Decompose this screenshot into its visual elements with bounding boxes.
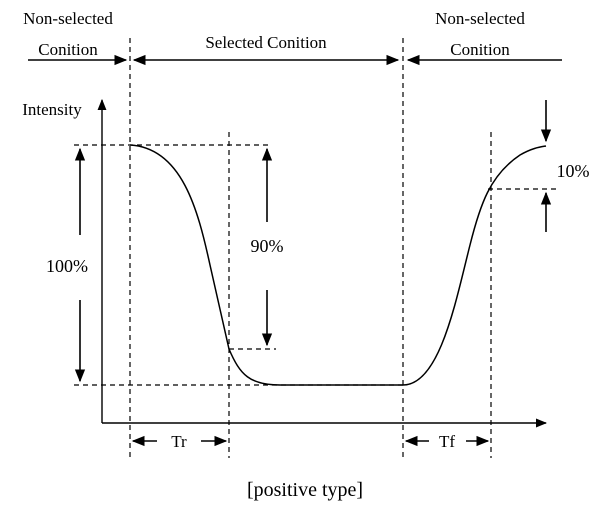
y-axis-label: Intensity xyxy=(22,100,82,119)
ten-percent-label: 10% xyxy=(557,161,590,181)
selected-condition-label: Selected Conition xyxy=(205,33,327,52)
non-selected-left-label-2: Conition xyxy=(38,40,98,59)
tr-label: Tr xyxy=(171,432,187,451)
ninety-percent-label: 90% xyxy=(251,236,284,256)
non-selected-right-label-2: Conition xyxy=(450,40,510,59)
tf-label: Tf xyxy=(439,432,455,451)
non-selected-right-label-1: Non-selected xyxy=(435,9,525,28)
intensity-curve xyxy=(129,144,547,386)
non-selected-left-label-1: Non-selected xyxy=(23,9,113,28)
hundred-percent-label: 100% xyxy=(46,256,88,276)
diagram-caption: [positive type] xyxy=(247,479,363,501)
